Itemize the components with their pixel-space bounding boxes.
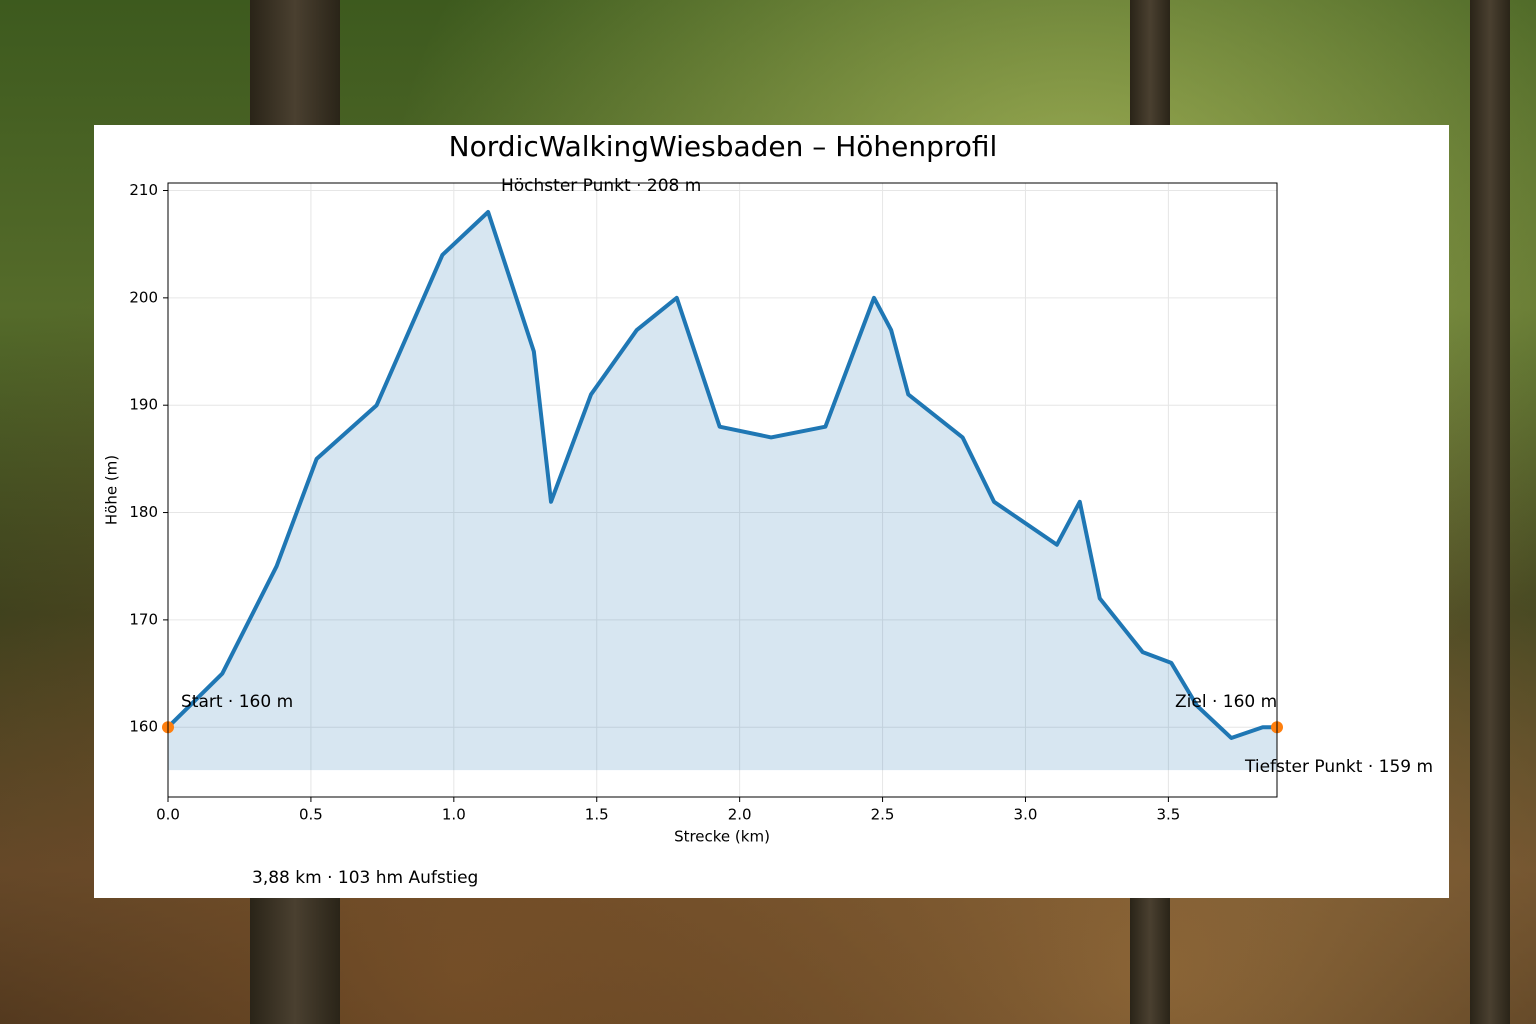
annotation: Ziel · 160 m	[1175, 692, 1277, 712]
y-tick-label: 160	[129, 718, 158, 736]
plot-frame	[167, 182, 1278, 798]
x-tick-label: 3.5	[1156, 806, 1180, 824]
x-tick-label: 2.5	[871, 806, 895, 824]
x-tick-label: 0.0	[156, 806, 180, 824]
tree-trunk	[1470, 0, 1510, 1024]
y-tick-label: 210	[129, 181, 158, 199]
annotation: Höchster Punkt · 208 m	[501, 176, 701, 196]
y-tick-label: 170	[129, 610, 158, 628]
x-tick-label: 3.0	[1014, 806, 1038, 824]
y-tick-label: 190	[129, 396, 158, 414]
x-tick-label: 1.0	[442, 806, 466, 824]
x-tick-label: 0.5	[299, 806, 323, 824]
y-tick-label: 180	[129, 503, 158, 521]
line	[166, 209, 1277, 740]
area	[168, 211, 1277, 771]
x-tick-label: 2.0	[728, 806, 752, 824]
annotation: Tiefster Punkt · 159 m	[1244, 757, 1433, 777]
y-tick-label: 200	[129, 288, 158, 306]
x-tick-label: 1.5	[585, 806, 609, 824]
x-axis-label: Strecke (km)	[674, 828, 770, 846]
y-axis-label: Höhe (m)	[103, 455, 121, 525]
chart-panel	[94, 125, 1449, 898]
chart-title: NordicWalkingWiesbaden – Höhenprofil	[449, 130, 998, 163]
annotation: Start · 160 m	[181, 692, 293, 712]
footer: 3,88 km · 103 hm Aufstieg	[252, 868, 478, 888]
